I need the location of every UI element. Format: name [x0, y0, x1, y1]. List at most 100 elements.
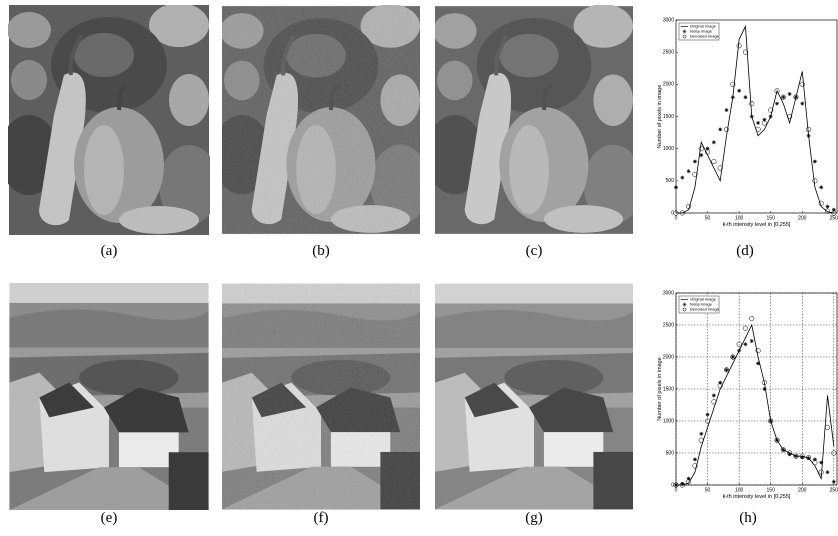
circle-marker — [712, 159, 717, 164]
asterisk-marker — [800, 102, 804, 106]
asterisk-marker — [743, 95, 747, 99]
legend-swatch — [683, 30, 687, 34]
asterisk-marker — [674, 185, 678, 189]
x-tick-label: 100 — [735, 215, 744, 221]
image — [0, 3, 219, 235]
y-tick-label: 3000 — [663, 17, 674, 23]
asterisk-marker — [725, 368, 729, 372]
y-tick-label: 2000 — [663, 82, 674, 88]
legend-label: Denoised image — [690, 307, 720, 312]
panel-label: (e) — [101, 510, 118, 526]
y-tick-label: 1000 — [663, 418, 674, 424]
figure: (a)(b)(c)(d)(e)(f)(g)(h)0500100015002000… — [0, 0, 838, 536]
asterisk-marker — [712, 140, 716, 144]
circle-marker — [699, 438, 704, 443]
y-axis-label: Number of pixels in image — [657, 357, 663, 421]
asterisk-marker — [826, 205, 830, 209]
asterisk-marker — [743, 342, 747, 346]
panel-label: (d) — [736, 243, 754, 259]
asterisk-marker — [826, 470, 830, 474]
circle-marker — [756, 127, 761, 132]
x-tick-label: 0 — [675, 487, 678, 493]
asterisk-marker — [781, 448, 785, 452]
y-tick-label: 2500 — [663, 49, 674, 55]
panel-label: (b) — [312, 243, 330, 259]
circle-marker — [712, 400, 717, 405]
circle-marker — [699, 146, 704, 151]
asterisk-marker — [750, 115, 754, 119]
x-tick-label: 250 — [830, 487, 838, 493]
asterisk-marker — [737, 89, 741, 93]
asterisk-marker — [693, 457, 697, 461]
noise-overlay — [222, 283, 420, 510]
asterisk-marker — [788, 92, 792, 96]
x-tick-label: 0 — [675, 215, 678, 221]
asterisk-marker — [712, 393, 716, 397]
asterisk-marker — [775, 438, 779, 442]
x-tick-label: 200 — [798, 487, 807, 493]
panel-label: (h) — [739, 510, 757, 526]
asterisk-marker — [794, 95, 798, 99]
asterisk-marker — [731, 355, 735, 359]
asterisk-marker — [775, 102, 779, 106]
x-tick-label: 100 — [735, 487, 744, 493]
asterisk-marker — [718, 127, 722, 131]
y-tick-label: 2000 — [663, 354, 674, 360]
circle-marker — [825, 425, 830, 430]
x-tick-label: 200 — [798, 215, 807, 221]
asterisk-marker — [794, 454, 798, 458]
image — [425, 4, 643, 234]
y-axis-label: Number of pixels in image — [657, 85, 663, 149]
legend-swatch — [683, 303, 687, 307]
x-tick-label: 150 — [767, 215, 776, 221]
series-line — [676, 325, 834, 485]
plot-frame — [676, 20, 837, 213]
asterisk-marker — [800, 455, 804, 459]
circle-marker — [737, 43, 742, 48]
asterisk-marker — [807, 134, 811, 138]
image — [9, 283, 208, 510]
y-tick-label: 1500 — [663, 386, 674, 392]
circle-marker — [749, 316, 754, 321]
asterisk-marker — [674, 483, 678, 487]
asterisk-marker — [737, 349, 741, 353]
asterisk-marker — [750, 339, 754, 343]
x-tick-label: 250 — [830, 215, 838, 221]
asterisk-marker — [725, 108, 729, 112]
asterisk-marker — [813, 160, 817, 164]
asterisk-marker — [706, 413, 710, 417]
asterisk-marker — [731, 95, 735, 99]
circle-marker — [686, 204, 691, 209]
asterisk-marker — [769, 419, 773, 423]
panel-label: (f) — [314, 510, 329, 526]
chart: 050010001500200025003000050100150200250k… — [657, 290, 838, 500]
asterisk-marker — [699, 432, 703, 436]
circle-marker — [813, 179, 818, 184]
noise-overlay — [222, 5, 420, 235]
asterisk-marker — [832, 480, 836, 484]
circle-marker — [724, 127, 729, 132]
series-line — [676, 26, 834, 213]
panel-label: (a) — [101, 243, 118, 259]
y-tick-label: 1000 — [663, 146, 674, 152]
x-axis-label: k-th intensity level in [0,255] — [723, 222, 791, 228]
asterisk-marker — [680, 482, 684, 486]
circle-marker — [743, 326, 748, 331]
y-tick-label: 2500 — [663, 322, 674, 328]
panel-label: (c) — [526, 243, 543, 259]
y-tick-label: 3000 — [663, 290, 674, 296]
y-tick-label: 500 — [666, 450, 675, 456]
circle-marker — [749, 101, 754, 106]
image — [435, 284, 633, 510]
asterisk-marker — [756, 361, 760, 365]
x-tick-label: 50 — [705, 487, 711, 493]
circle-marker — [806, 127, 811, 132]
asterisk-marker — [687, 169, 691, 173]
x-tick-label: 150 — [767, 487, 776, 493]
asterisk-marker — [819, 185, 823, 189]
asterisk-marker — [693, 160, 697, 164]
x-tick-label: 50 — [705, 215, 711, 221]
x-axis-label: k-th intensity level in [0,255] — [723, 494, 791, 500]
asterisk-marker — [756, 121, 760, 125]
